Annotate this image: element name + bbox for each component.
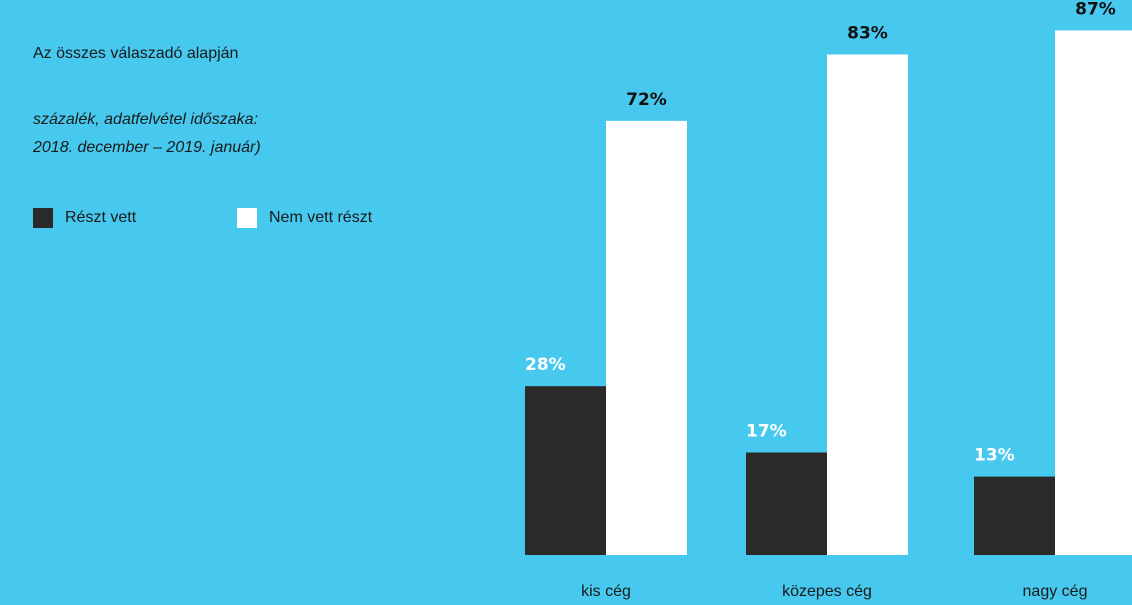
bar-reszt-vett-kozepes-ceg (746, 452, 827, 555)
bar-reszt-vett-kis-ceg (525, 386, 606, 555)
category-label-kis-ceg: kis cég (581, 583, 631, 600)
data-label-nem-vett-reszt-nagy-ceg: 87% (1075, 0, 1116, 19)
bar-reszt-vett-nagy-ceg (974, 476, 1055, 555)
legend-swatch-nem-vett-reszt (237, 208, 257, 228)
data-label-nem-vett-reszt-kozepes-ceg: 83% (847, 24, 888, 44)
data-label-nem-vett-reszt-kis-ceg: 72% (626, 90, 667, 110)
bar-nem-vett-reszt-nagy-ceg (1055, 30, 1132, 555)
legend-item-nem-vett-reszt: Nem vett részt (237, 208, 372, 228)
category-label-kozepes-ceg: közepes cég (782, 583, 872, 600)
category-label-nagy-ceg: nagy cég (1023, 583, 1088, 600)
chart-note-line-2: 2018. december – 2019. január) (33, 139, 261, 156)
bar-nem-vett-reszt-kis-ceg (606, 120, 687, 555)
data-label-reszt-vett-kozepes-ceg: 17% (746, 421, 787, 441)
legend-label-reszt-vett: Részt vett (65, 209, 137, 226)
legend-item-reszt-vett: Részt vett (33, 208, 136, 228)
legend-label-nem-vett-reszt: Nem vett részt (269, 209, 373, 226)
chart-note: százalék, adatfelvétel időszaka: 2018. d… (33, 106, 261, 162)
legend-swatch-reszt-vett (33, 208, 53, 228)
data-label-reszt-vett-nagy-ceg: 13% (974, 446, 1015, 466)
chart-subtitle: Az összes válaszadó alapján (33, 45, 239, 62)
bar-nem-vett-reszt-kozepes-ceg (827, 54, 908, 555)
chart-note-line-1: százalék, adatfelvétel időszaka: (33, 111, 259, 128)
data-label-reszt-vett-kis-ceg: 28% (525, 355, 566, 375)
